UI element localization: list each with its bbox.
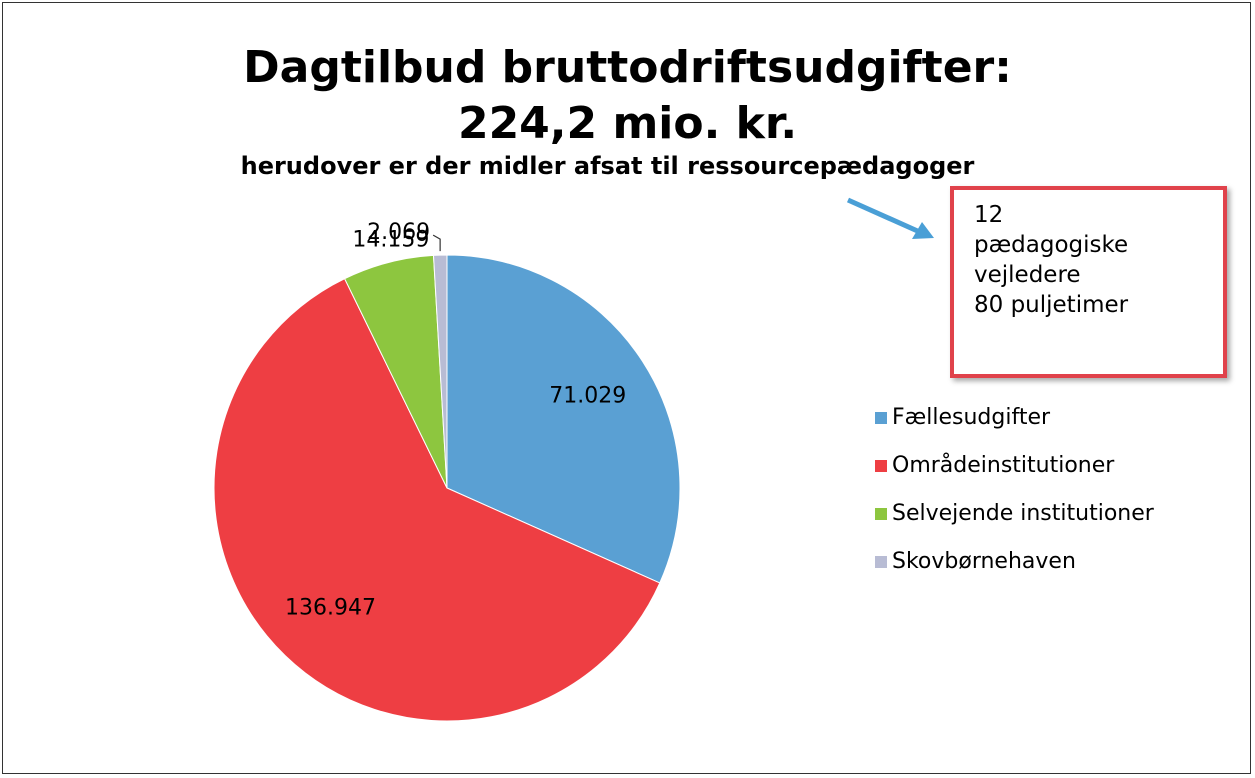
legend-label: Områdeinstitutioner [892, 452, 1115, 478]
legend-label: Fællesudgifter [892, 405, 1051, 430]
legend-swatch [875, 460, 887, 472]
legend-label: Skovbørnehaven [892, 549, 1076, 574]
pie-slice [432, 254, 448, 489]
arrow [846, 197, 924, 236]
chart-subtitle: herudover er der midler afsat til ressou… [240, 152, 975, 180]
chart-title: Dagtilbud bruttodriftsudgifter: 224,2 mi… [243, 42, 1012, 149]
annotation: 12 pædagogiske vejledere 80 puljetimer [950, 186, 1227, 378]
data-label: 136.947 [285, 596, 376, 621]
pie-slice [446, 254, 681, 584]
legend-swatch [875, 508, 887, 520]
data-label: 14.159 [352, 228, 429, 253]
leader-line [432, 234, 441, 252]
legend-label: Selvejende institutioner [892, 501, 1155, 526]
data-label: 2.069 [367, 220, 430, 245]
legend-swatch [875, 556, 887, 568]
arrow-head [912, 222, 934, 239]
legend-swatch [875, 412, 887, 424]
data-label: 71.029 [549, 384, 626, 409]
pie-slice [213, 278, 661, 722]
